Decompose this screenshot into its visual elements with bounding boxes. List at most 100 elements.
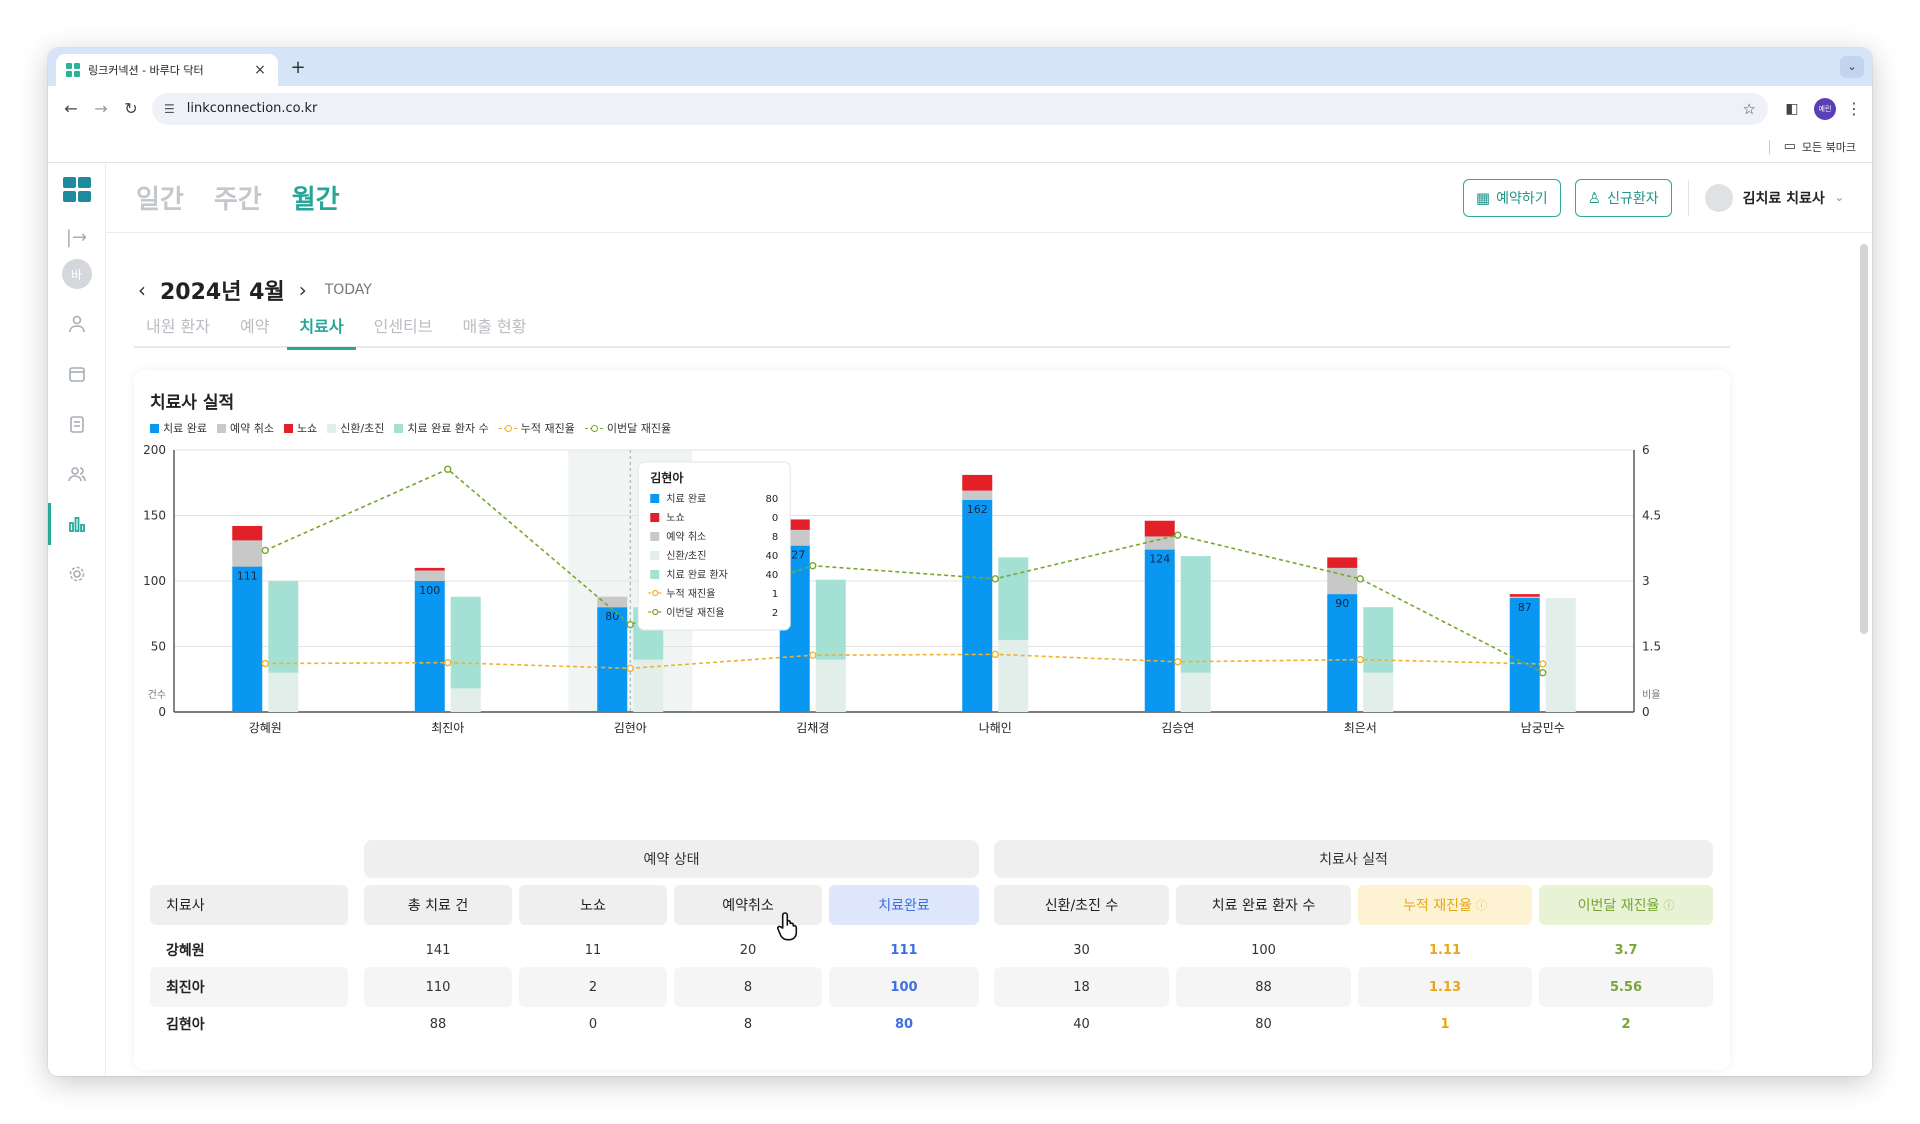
expand-sidebar-icon[interactable]: |→ <box>65 226 88 248</box>
tooltip-swatch <box>650 551 660 560</box>
tooltip-box <box>637 461 791 631</box>
settings-gear-icon[interactable] <box>48 549 106 599</box>
column-header: 신환/초진 수 <box>994 885 1169 925</box>
tooltip-swatch-point <box>652 608 659 616</box>
tooltip-row-label: 예약 취소 <box>666 531 706 543</box>
legend-item[interactable]: 치료 완료 환자 수 <box>394 420 489 436</box>
table-cell: 11 <box>584 942 602 958</box>
header-divider <box>1687 179 1689 216</box>
table-cell: 80 <box>1255 1016 1272 1032</box>
legend-item[interactable]: 이번달 재진율 <box>584 420 671 436</box>
statistics-icon[interactable] <box>48 499 106 549</box>
bar-completed-patients <box>815 579 846 660</box>
x-tick-label: 김채경 <box>796 721 829 735</box>
line-point <box>1174 658 1182 666</box>
legend-item[interactable]: 누적 재진율 <box>498 420 575 436</box>
address-bar[interactable]: ☰ linkconnection.co.kr ☆ <box>152 92 1768 125</box>
line-point <box>991 650 999 659</box>
table-cell: 2 <box>1621 1016 1631 1032</box>
tooltip-row-value: 80 <box>766 494 779 505</box>
sidebar-avatar[interactable]: 바 <box>61 259 92 289</box>
bar-completed <box>1327 594 1358 712</box>
profile-avatar[interactable]: 예린 <box>1814 97 1836 120</box>
legend-item[interactable]: 신환/초진 <box>327 420 384 436</box>
prev-month-icon[interactable]: ‹ <box>138 278 146 302</box>
month-navigator: ‹ 2024년 4월 › TODAY <box>138 274 372 306</box>
all-bookmarks-link[interactable]: 모든 북마크 <box>1801 140 1856 154</box>
period-daily[interactable]: 일간 <box>136 185 184 215</box>
tab-visit-patients[interactable]: 내원 환자 <box>146 317 210 336</box>
column-header-label: 치료사 <box>166 898 205 914</box>
user-avatar <box>1704 183 1733 212</box>
info-icon[interactable]: ⓘ <box>1663 899 1675 912</box>
period-weekly[interactable]: 주간 <box>213 185 262 215</box>
line-monthly-revisit <box>264 468 1544 674</box>
bar-value-label: 100 <box>419 584 440 597</box>
reserve-button[interactable]: ▦ 예약하기 <box>1462 178 1561 217</box>
bar-value-label: 111 <box>237 570 258 583</box>
x-tick-label: 최진아 <box>431 721 464 735</box>
next-month-icon[interactable]: › <box>298 278 307 302</box>
legend-item[interactable]: 노쇼 <box>283 420 317 436</box>
x-tick-label: 남궁민수 <box>1521 721 1565 735</box>
tooltip-swatch <box>650 570 660 579</box>
line-point <box>261 659 269 668</box>
side-panel-icon[interactable]: ◧ <box>1785 100 1799 117</box>
tab-incentive[interactable]: 인센티브 <box>373 317 433 336</box>
x-tick-label: 강혜원 <box>249 721 282 735</box>
tooltip-row-label: 이번달 재진율 <box>666 607 724 619</box>
forward-icon[interactable]: → <box>94 99 108 118</box>
table-cell: 0 <box>588 1016 598 1032</box>
period-monthly[interactable]: 월간 <box>291 185 340 215</box>
close-tab-icon[interactable]: × <box>254 62 266 78</box>
column-header: 예약취소 <box>674 885 822 925</box>
bookmark-star-icon[interactable]: ☆ <box>1742 99 1756 118</box>
y-right-tick-label: 1.5 <box>1642 640 1661 654</box>
tab-sales[interactable]: 매출 현황 <box>462 317 527 336</box>
column-header: 노쇼 <box>519 885 667 925</box>
table-cell: 3.7 <box>1614 942 1638 958</box>
content-area: ‹ 2024년 4월 › TODAY 내원 환자 예약 치료사 인센티브 매출 … <box>106 234 1872 1076</box>
new-tab-icon[interactable]: + <box>290 57 306 78</box>
table-cell: 1.13 <box>1428 979 1462 995</box>
group-header-performance: 치료사 실적 <box>994 840 1713 878</box>
tooltip-title: 김현아 <box>650 470 683 485</box>
table-cell: 1 <box>1440 1016 1450 1032</box>
clipboard-icon[interactable] <box>48 399 106 449</box>
tab-therapist[interactable]: 치료사 <box>287 312 356 350</box>
patient-icon[interactable] <box>48 299 106 349</box>
tooltip-swatch <box>650 494 660 503</box>
row-stripe <box>829 967 979 1007</box>
back-icon[interactable]: ← <box>64 99 78 118</box>
browser-menu-icon[interactable]: ⋮ <box>1846 99 1862 118</box>
sidebar: |→ 바 <box>48 163 106 1076</box>
chart-legend: 치료 완료 예약 취소 노쇼 신환/초진 치료 완료 환자 수 누적 재진율 이… <box>150 420 681 436</box>
app-logo-icon[interactable] <box>62 177 92 203</box>
app-root: |→ 바 일간 주간 월간 <box>48 163 1872 1076</box>
legend-item[interactable]: 치료 완료 <box>150 420 207 436</box>
site-info-icon[interactable]: ☰ <box>164 101 175 116</box>
today-button[interactable]: TODAY <box>324 282 372 298</box>
line-cumulative-revisit <box>265 653 1543 670</box>
table-cell: 40 <box>1073 1016 1090 1032</box>
table-cell: 18 <box>1073 979 1090 995</box>
browser-tab[interactable]: 링크커넥션 - 바루다 닥터 × <box>56 54 278 86</box>
browser-toolbar: ← → ↻ ☰ linkconnection.co.kr ☆ ◧ 예린 ⋮ <box>48 86 1872 131</box>
line-point <box>444 658 452 667</box>
vertical-scrollbar[interactable] <box>1860 244 1868 634</box>
reload-icon[interactable]: ↻ <box>124 99 138 118</box>
calendar-icon[interactable] <box>48 349 106 399</box>
column-header: 치료완료 <box>829 885 979 925</box>
new-patient-button[interactable]: ♙ 신규환자 <box>1574 178 1672 217</box>
column-header: 치료 완료 환자 수 <box>1176 885 1351 925</box>
bar-new-first <box>268 672 299 712</box>
tab-reservation[interactable]: 예약 <box>239 317 270 336</box>
folder-icon: ▭ <box>1783 139 1796 154</box>
user-menu[interactable]: 김치료 치료사 ⌄ <box>1704 183 1844 212</box>
legend-item[interactable]: 예약 취소 <box>216 420 274 436</box>
users-icon[interactable] <box>48 449 106 499</box>
tooltip-swatch <box>650 513 660 522</box>
tooltip-row-value: 0 <box>772 513 778 524</box>
info-icon[interactable]: ⓘ <box>1475 899 1487 912</box>
tab-search-icon[interactable]: ⌄ <box>1840 56 1864 78</box>
